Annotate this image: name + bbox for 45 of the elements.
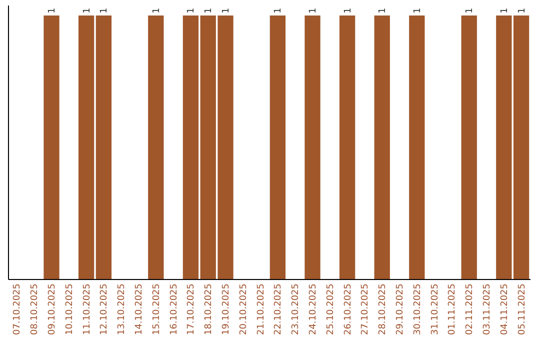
x-tick-label: 20.10.2025: [238, 284, 249, 336]
x-tick-label: 13.10.2025: [117, 284, 128, 336]
data-label: 1: [222, 8, 232, 14]
data-label: 1: [100, 8, 110, 14]
x-tick-label: 25.10.2025: [326, 284, 336, 336]
x-tick-label: 26.10.2025: [343, 284, 354, 336]
x-tick-label: 12.10.2025: [100, 284, 110, 336]
x-tick-label: 17.10.2025: [186, 284, 197, 336]
data-label: 1: [186, 8, 197, 14]
x-tick-label: 22.10.2025: [274, 284, 284, 336]
data-label: 1: [152, 8, 162, 14]
data-label: 1: [343, 8, 354, 14]
x-tick-label: 11.10.2025: [82, 284, 92, 336]
x-tick-label: 09.10.2025: [48, 284, 58, 336]
x-tick-label: 05.11.2025: [517, 284, 528, 336]
x-tick-label: 19.10.2025: [222, 284, 232, 336]
x-tick-label: 10.10.2025: [64, 284, 75, 336]
data-label: 1: [465, 8, 476, 14]
data-label: 1: [274, 8, 284, 14]
x-tick-label: 02.11.2025: [465, 284, 476, 336]
x-tick-label: 24.10.2025: [308, 284, 318, 336]
x-tick-label: 23.10.2025: [291, 284, 302, 336]
x-tick-label: 15.10.2025: [152, 284, 162, 336]
data-label: 1: [412, 8, 423, 14]
x-tick-label: 03.11.2025: [482, 284, 492, 336]
data-label: 1: [500, 8, 510, 14]
x-tick-label: 18.10.2025: [204, 284, 214, 336]
x-tick-label: 16.10.2025: [169, 284, 180, 336]
x-tick-label: 08.10.2025: [30, 284, 40, 336]
x-tick-label: 28.10.2025: [378, 284, 388, 336]
x-tick-label: 14.10.2025: [134, 284, 144, 336]
data-label: 1: [204, 8, 214, 14]
x-tick-label: 31.10.2025: [430, 284, 440, 336]
x-tick-label: 30.10.2025: [412, 284, 423, 336]
x-tick-label: 21.10.2025: [256, 284, 266, 336]
x-tick-label: 27.10.2025: [360, 284, 371, 336]
x-tick-label: 29.10.2025: [396, 284, 406, 336]
x-tick-label: 04.11.2025: [500, 284, 510, 336]
x-tick-label: 07.10.2025: [12, 284, 23, 336]
data-label: 1: [48, 8, 58, 14]
x-tick-label: 01.11.2025: [448, 284, 458, 336]
data-label: 1: [308, 8, 318, 14]
data-label: 1: [82, 8, 92, 14]
data-label: 1: [378, 8, 388, 14]
data-label: 1: [517, 8, 528, 14]
